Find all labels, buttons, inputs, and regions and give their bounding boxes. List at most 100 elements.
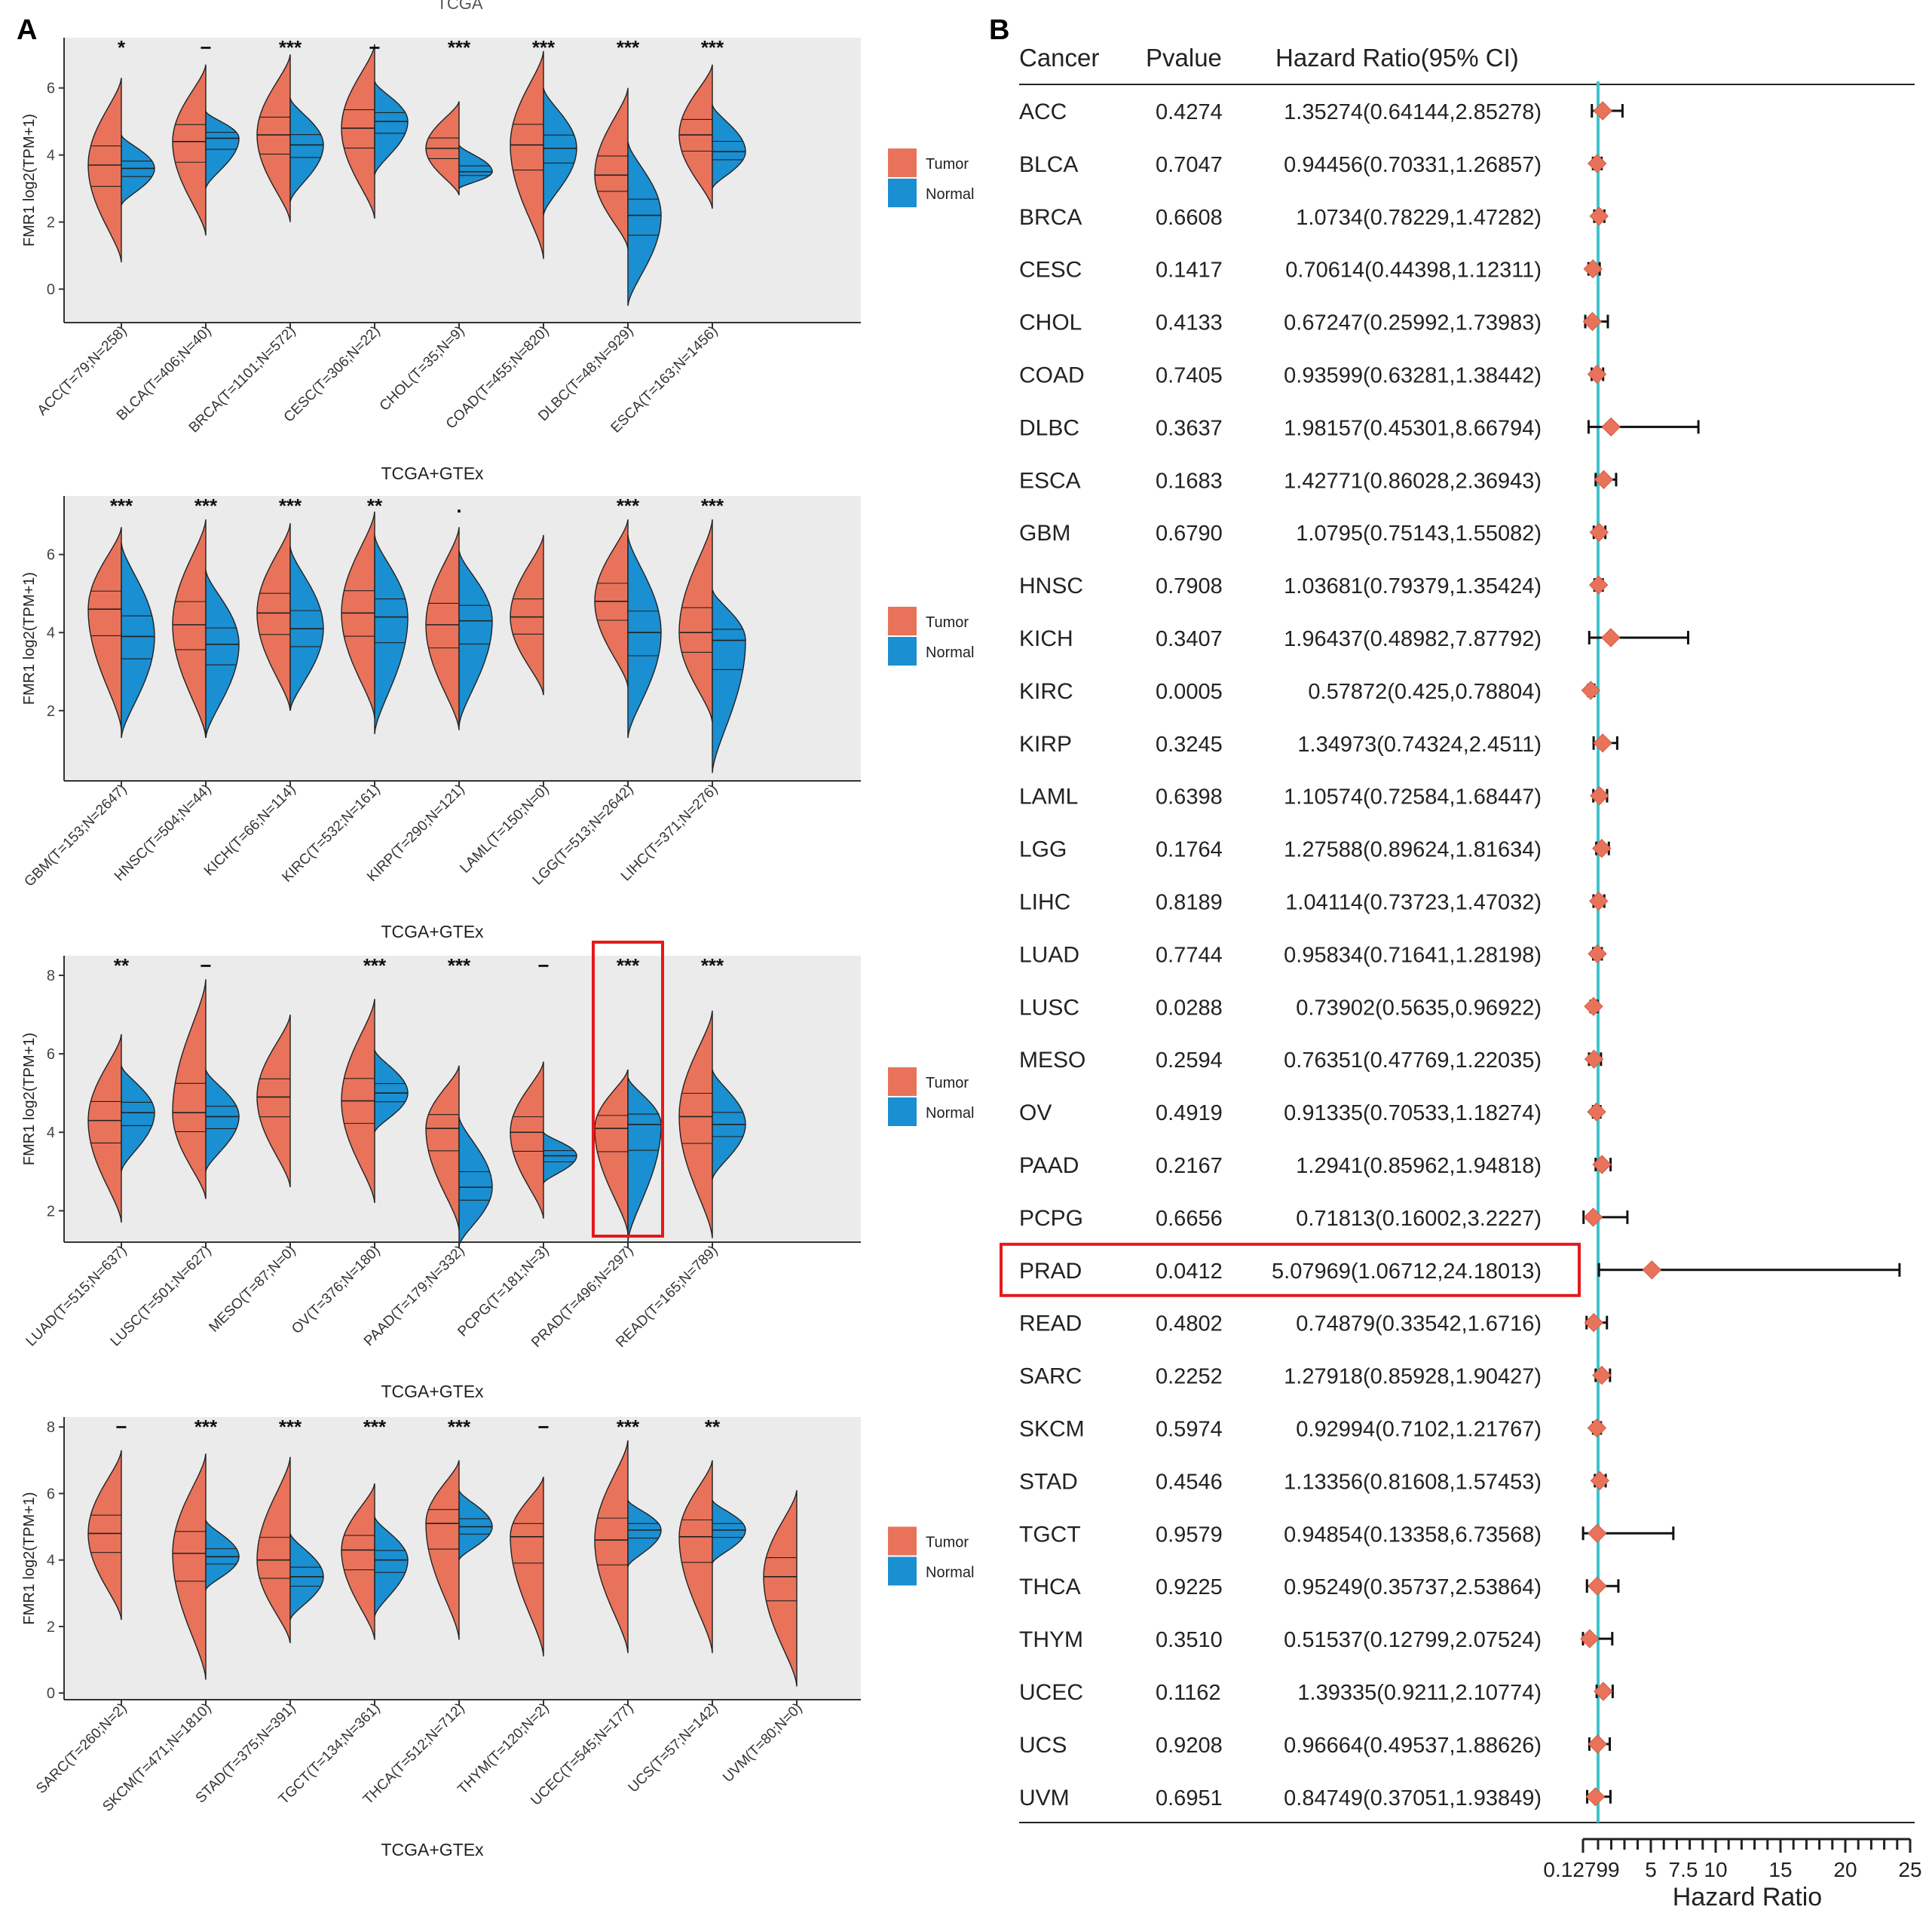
- hr-marker: [1588, 1734, 1607, 1754]
- pvalue: 0.2167: [1156, 1154, 1223, 1178]
- significance-mark: ***: [448, 954, 471, 977]
- cancer-name: CESC: [1019, 258, 1082, 283]
- violin-gbm: [87, 527, 155, 739]
- cancer-name: DLBC: [1019, 415, 1079, 440]
- forest-row-lihc: LIHC 0.8189 1.04114(0.73723,1.47032): [1019, 890, 1609, 915]
- significance-mark: −: [537, 1416, 549, 1438]
- hr-ci-text: 0.73902(0.5635,0.96922): [1296, 996, 1542, 1020]
- y-axis-label: FMR1 log2(TPM+1): [21, 1033, 38, 1165]
- hr-ci-text: 0.94456(0.70331,1.26857): [1284, 153, 1542, 177]
- significance-mark: ***: [279, 1416, 302, 1438]
- violin-half-normal: [374, 534, 409, 734]
- cancer-name: PRAD: [1019, 1259, 1082, 1284]
- hr-ci-text: 0.70614(0.44398,1.12311): [1285, 259, 1542, 283]
- violin-paad: [425, 1065, 493, 1247]
- violin-acc: [87, 78, 155, 263]
- significance-mark: **: [705, 1416, 721, 1438]
- hr-marker: [1583, 259, 1603, 279]
- pvalue: 0.3510: [1156, 1628, 1223, 1652]
- violin-half-tumor: [510, 534, 544, 696]
- violin-hnsc: [172, 519, 240, 739]
- significance-mark: ***: [701, 494, 724, 517]
- legend-normal-label: Normal: [926, 1105, 974, 1122]
- violin-half-tumor: [425, 1460, 460, 1640]
- cancer-name: CHOL: [1019, 311, 1082, 335]
- forest-row-read: READ 0.4802 0.74879(0.33542,1.6716): [1019, 1312, 1609, 1336]
- panel-a-label: A: [17, 14, 37, 46]
- y-tick-label: 2: [47, 1619, 55, 1636]
- violin-lusc: [172, 979, 240, 1199]
- pvalue: 0.4133: [1156, 311, 1223, 335]
- cancer-name: COAD: [1019, 363, 1085, 388]
- column-header-cancer: Cancer: [1019, 44, 1099, 72]
- hr-ci-text: 1.10574(0.72584,1.68447): [1284, 785, 1542, 810]
- violin-half-normal: [374, 81, 409, 176]
- hr-marker: [1583, 1207, 1603, 1227]
- pvalue: 0.9208: [1156, 1734, 1223, 1758]
- y-tick-label: 4: [47, 1125, 55, 1141]
- violin-coad: [510, 51, 577, 259]
- violin-half-tumor: [172, 64, 207, 236]
- x-axis-label: TCGA+GTEx: [381, 1840, 484, 1859]
- x-tick-label: UCS(T=57;N=142): [626, 1700, 721, 1796]
- hr-marker: [1587, 1418, 1607, 1438]
- violin-half-tumor: [678, 519, 713, 723]
- violin-half-normal: [627, 1499, 662, 1567]
- pvalue: 0.9225: [1156, 1575, 1223, 1599]
- pvalue: 0.6398: [1156, 785, 1223, 810]
- violin-laml: [510, 534, 544, 696]
- forest-row-thym: THYM 0.3510 0.51537(0.12799,2.07524): [1019, 1627, 1614, 1652]
- column-header-pvalue: Pvalue: [1146, 44, 1222, 72]
- violin-half-tumor: [172, 979, 207, 1199]
- cancer-name: OV: [1019, 1100, 1052, 1125]
- violin-skcm: [172, 1453, 240, 1680]
- violin-half-normal: [374, 1049, 409, 1133]
- violin-half-normal: [712, 1499, 746, 1564]
- forest-row-pcpg: PCPG 0.6656 0.71813(0.16002,3.2227): [1019, 1206, 1629, 1231]
- forest-row-cesc: CESC 0.1417 0.70614(0.44398,1.12311): [1019, 258, 1603, 283]
- hr-tick-label: 15: [1768, 1858, 1792, 1881]
- hr-marker: [1590, 785, 1609, 806]
- hr-ci-text: 1.35274(0.64144,2.85278): [1284, 100, 1542, 124]
- cancer-name: LIHC: [1019, 890, 1070, 915]
- cancer-name: ESCA: [1019, 468, 1081, 493]
- hr-ci-text: 5.07969(1.06712,24.18013): [1272, 1259, 1542, 1284]
- x-tick-label: SARC(T=260;N=2): [33, 1700, 130, 1797]
- cancer-name: LGG: [1019, 837, 1067, 862]
- violin-half-tumor: [256, 54, 291, 222]
- hr-ci-text: 0.96664(0.49537,1.88626): [1284, 1734, 1542, 1758]
- violin-half-normal: [712, 589, 746, 773]
- violin-half-tumor: [510, 1477, 544, 1657]
- hr-marker: [1592, 1365, 1612, 1385]
- hr-marker: [1593, 101, 1612, 121]
- violin-half-tumor: [87, 527, 122, 730]
- forest-row-ucec: UCEC 0.1162 1.39335(0.9211,2.10774): [1019, 1680, 1614, 1705]
- y-tick-label: 2: [47, 215, 55, 231]
- violin-panels: 0 2 4 6 FMR1 log2(TPM+1) TCGA+GTEx ACC(T=79;N=…: [21, 36, 974, 1859]
- x-tick-label: DLBC(T=48;N=929): [535, 323, 636, 424]
- violin-half-tumor: [594, 87, 629, 249]
- pvalue: 0.4919: [1156, 1101, 1223, 1125]
- hr-ci-text: 1.42771(0.86028,2.36943): [1284, 469, 1542, 493]
- y-tick-label: 6: [47, 547, 55, 564]
- hr-ci-text: 0.95249(0.35737,2.53864): [1284, 1575, 1542, 1599]
- hr-ci-text: 1.13356(0.81608,1.57453): [1284, 1470, 1542, 1494]
- violin-half-tumor: [341, 511, 375, 719]
- pvalue: 0.6608: [1156, 206, 1223, 230]
- hr-ci-text: 1.2941(0.85962,1.94818): [1296, 1154, 1542, 1178]
- violin-half-normal: [205, 109, 240, 189]
- violin-half-tumor: [510, 51, 544, 259]
- forest-row-prad: PRAD 0.0412 5.07969(1.06712,24.18013): [1000, 1242, 1901, 1297]
- pvalue: 0.8189: [1156, 891, 1223, 915]
- cancer-name: SARC: [1019, 1364, 1082, 1389]
- violin-half-normal: [121, 134, 155, 206]
- significance-mark: **: [114, 954, 130, 977]
- forest-row-luad: LUAD 0.7744 0.95834(0.71641,1.28198): [1019, 942, 1607, 967]
- highlight-box: [592, 941, 664, 1238]
- violin-kich: [256, 523, 324, 711]
- hr-tick-label: 10: [1704, 1858, 1727, 1881]
- significance-mark: **: [367, 494, 383, 517]
- legend-normal-label: Normal: [926, 644, 974, 661]
- y-tick-label: 6: [47, 1046, 55, 1063]
- y-tick-label: 6: [47, 1486, 55, 1502]
